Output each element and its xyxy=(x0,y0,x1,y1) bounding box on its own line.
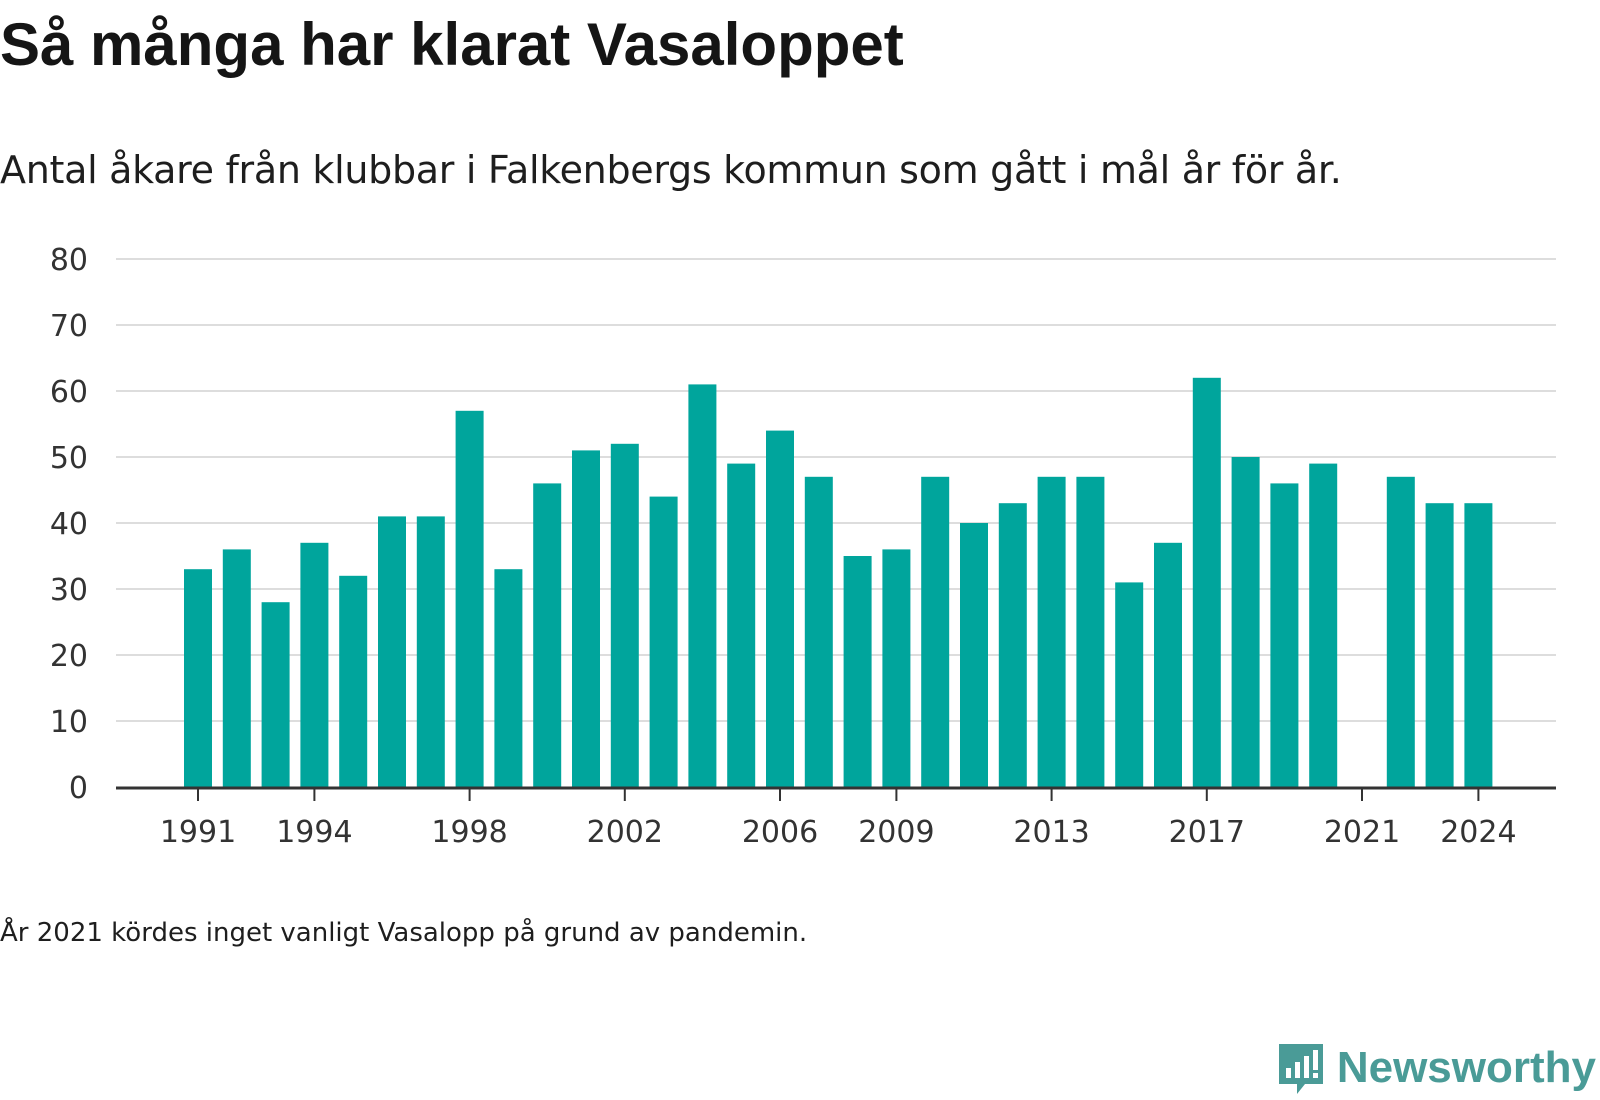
bar-2024 xyxy=(1464,503,1493,787)
x-tick-label: 1998 xyxy=(431,815,507,850)
x-tick-label: 2002 xyxy=(587,815,663,850)
bar-1995 xyxy=(339,575,368,787)
y-tick-label: 10 xyxy=(50,705,88,740)
bar-2002 xyxy=(610,443,639,787)
bar-2010 xyxy=(921,476,950,787)
bar-1991 xyxy=(184,569,212,787)
bar-2008 xyxy=(843,556,872,787)
bar-chart-speech-bubble-icon xyxy=(1278,1044,1323,1094)
bar-1992 xyxy=(222,549,251,787)
chart-footnote: År 2021 kördes inget vanligt Vasalopp på… xyxy=(0,918,808,948)
bar-2000 xyxy=(533,483,562,787)
x-tick-label: 2006 xyxy=(742,815,818,850)
chart-subtitle: Antal åkare från klubbar i Falkenbergs k… xyxy=(0,148,1342,192)
bar-2005 xyxy=(727,463,756,787)
bar-2015 xyxy=(1115,582,1144,787)
bars xyxy=(184,377,1493,787)
bar-2020 xyxy=(1309,463,1338,787)
chart-title: Så många har klarat Vasaloppet xyxy=(0,11,904,78)
x-tick-label: 1994 xyxy=(276,815,352,850)
bar-2022 xyxy=(1386,476,1415,787)
bar-2014 xyxy=(1076,476,1105,787)
x-tick-label: 2017 xyxy=(1169,815,1245,850)
bar-1997 xyxy=(416,516,445,787)
y-tick-label: 50 xyxy=(50,441,88,476)
gridlines xyxy=(116,258,1556,722)
bar-2007 xyxy=(804,476,833,787)
bar-2019 xyxy=(1270,483,1299,787)
y-tick-label: 0 xyxy=(69,771,88,806)
bar-1994 xyxy=(300,542,329,787)
y-tick-label: 60 xyxy=(50,375,88,410)
bar-chart: 0 10 20 30 40 50 60 70 80 1991 1994 1998 2002 2006 20… xyxy=(50,243,1556,850)
bar-2004 xyxy=(688,384,717,787)
bar-2016 xyxy=(1154,542,1182,787)
bar-1996 xyxy=(378,516,406,787)
x-tick-label: 2024 xyxy=(1440,815,1516,850)
bar-2011 xyxy=(960,523,988,787)
bar-2012 xyxy=(998,503,1027,787)
x-tick-label: 1991 xyxy=(160,815,236,850)
x-tick-label: 2013 xyxy=(1013,815,1089,850)
brand-logo: Newsworthy xyxy=(1275,1040,1596,1096)
bar-2009 xyxy=(882,549,911,787)
bar-1998 xyxy=(455,410,484,787)
bar-2003 xyxy=(649,496,678,787)
x-tick-label: 2021 xyxy=(1324,815,1400,850)
brand-name: Newsworthy xyxy=(1336,1043,1596,1092)
y-tick-label: 30 xyxy=(50,573,88,608)
x-tick-label: 2009 xyxy=(858,815,934,850)
y-axis-labels: 0 10 20 30 40 50 60 70 80 xyxy=(50,243,88,806)
bar-2017 xyxy=(1192,377,1221,787)
x-axis: 1991 1994 1998 2002 2006 2009 2013 2017 2021 2024 xyxy=(116,786,1556,850)
bar-2023 xyxy=(1425,503,1454,787)
bar-1999 xyxy=(494,569,523,787)
y-tick-label: 20 xyxy=(50,639,88,674)
y-tick-label: 80 xyxy=(50,243,88,278)
bar-2001 xyxy=(572,450,600,787)
bar-2013 xyxy=(1037,476,1066,787)
bar-2006 xyxy=(766,430,794,787)
bar-1993 xyxy=(261,602,290,787)
y-tick-label: 40 xyxy=(50,507,88,542)
y-tick-label: 70 xyxy=(50,309,88,344)
bar-2018 xyxy=(1231,457,1260,787)
